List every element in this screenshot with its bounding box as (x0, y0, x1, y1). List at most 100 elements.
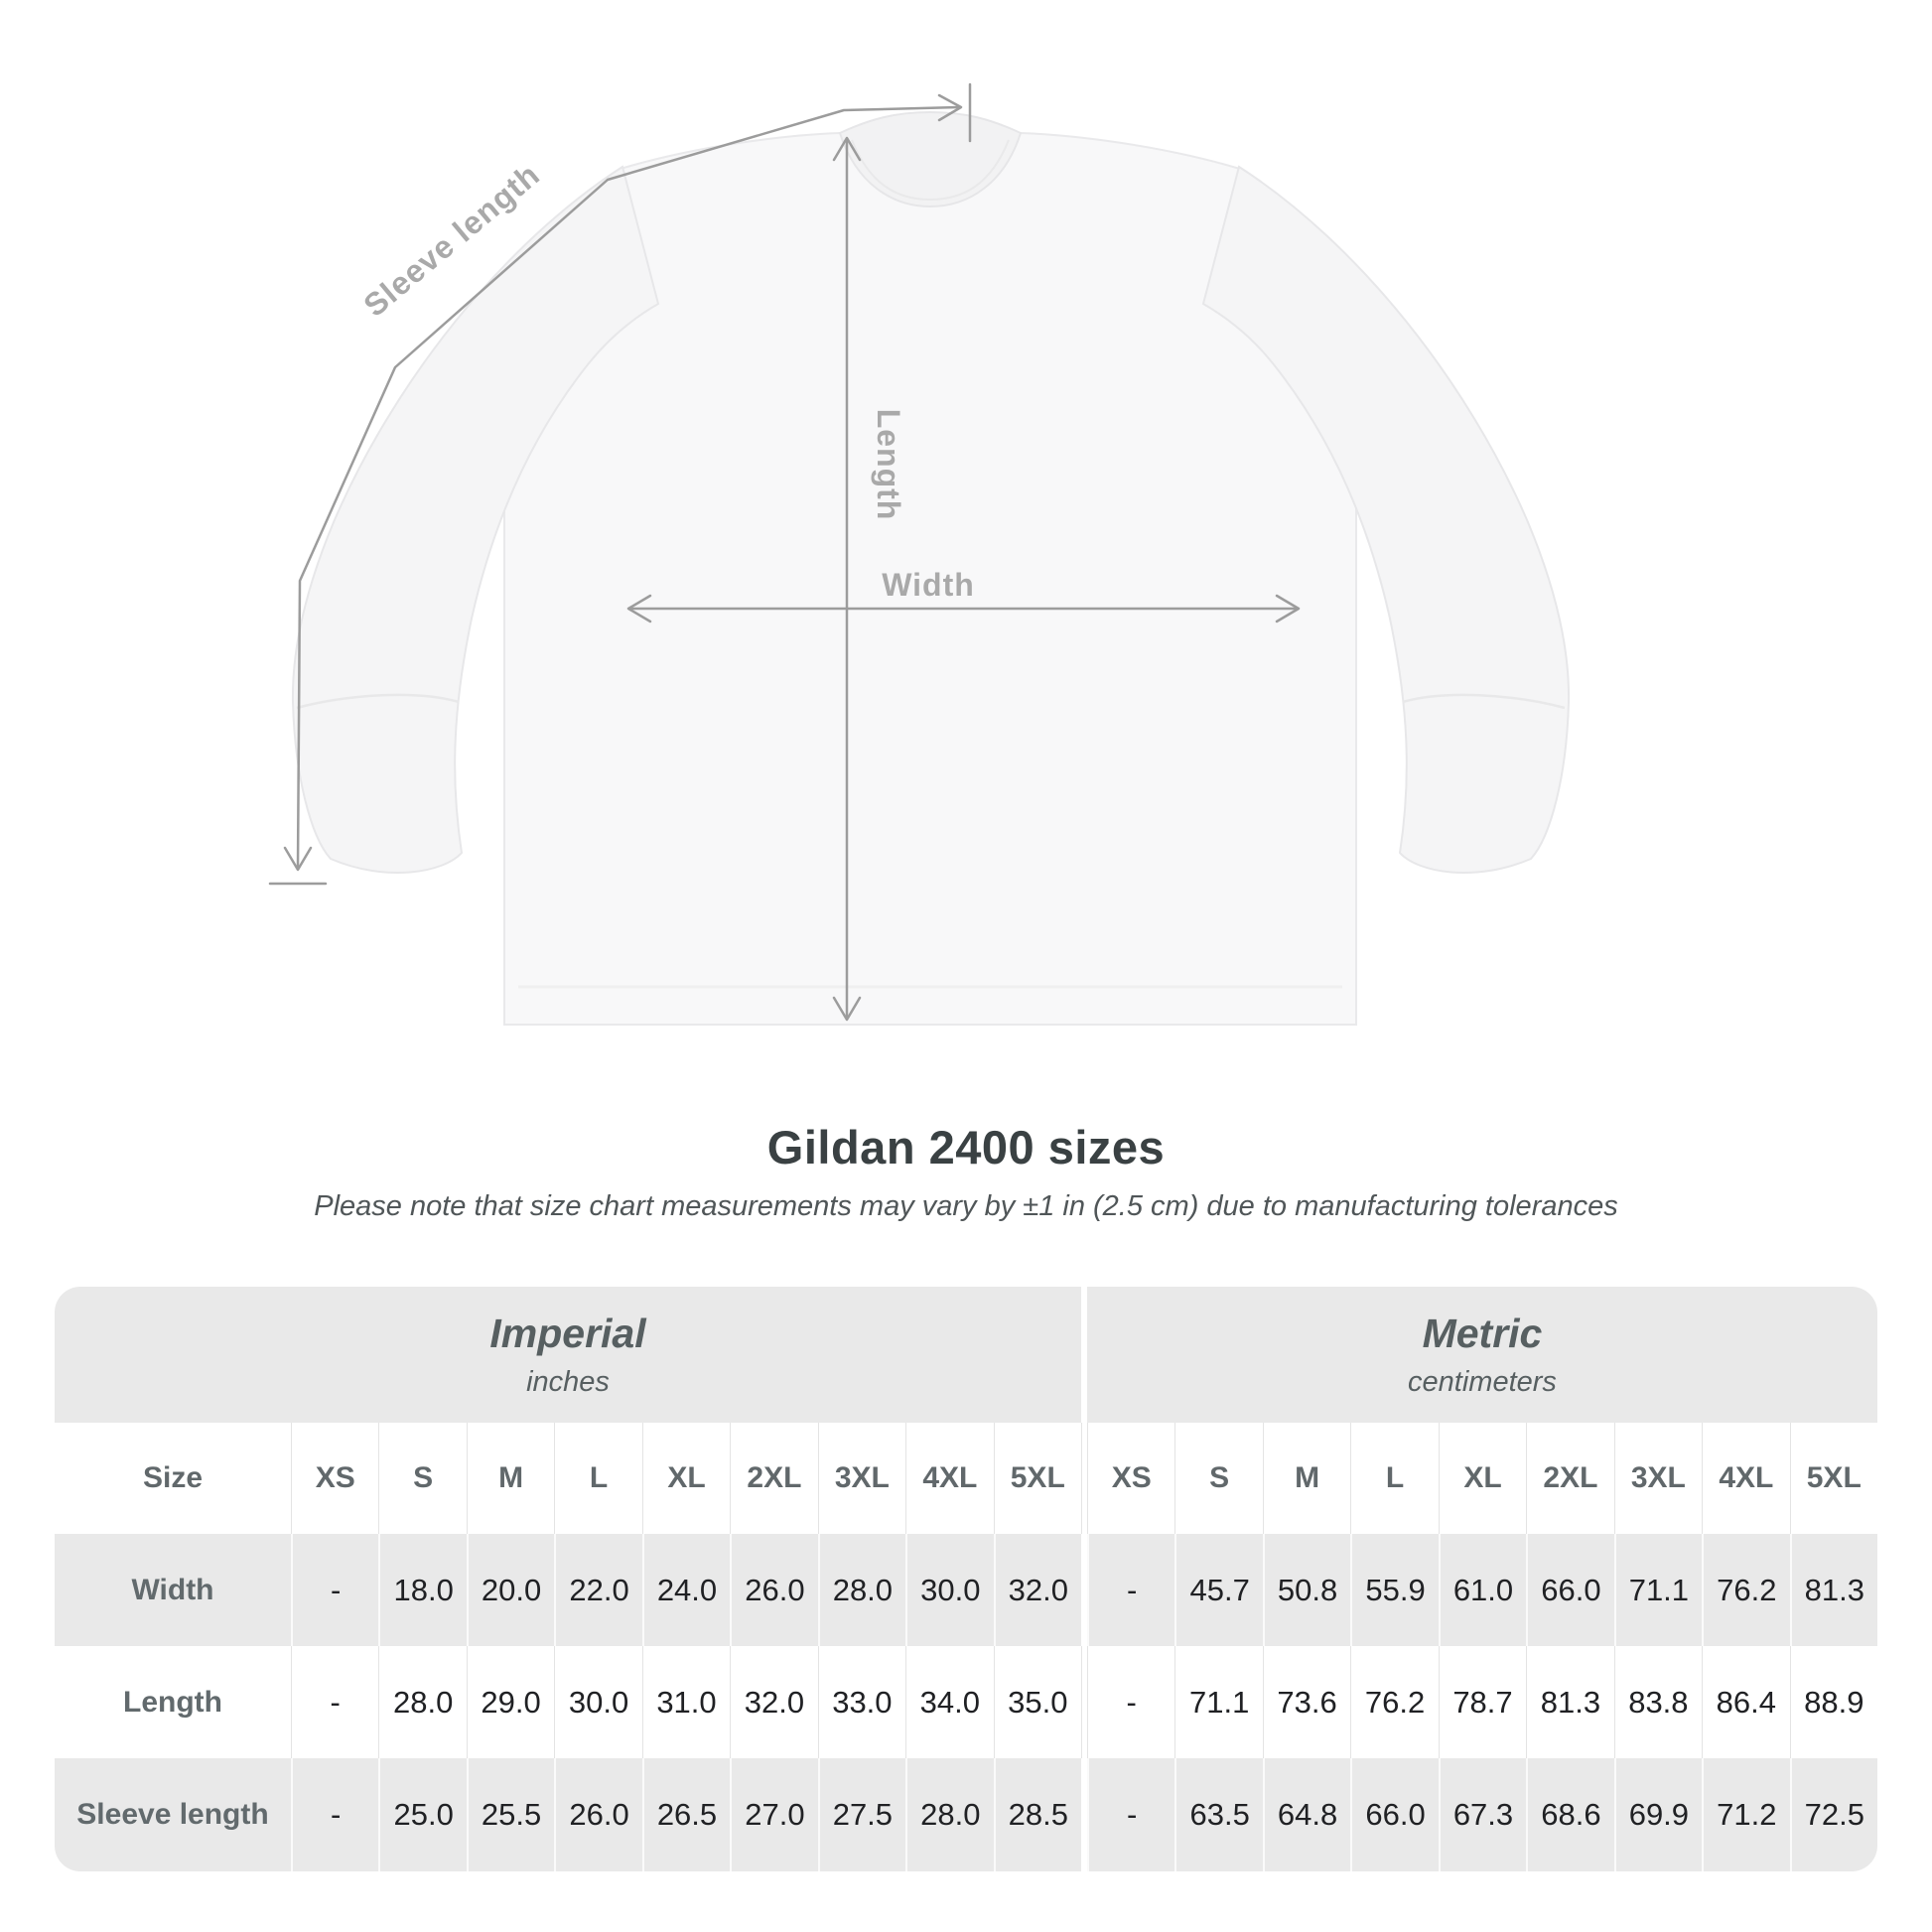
width-measure-arrow-right (1275, 594, 1301, 623)
width-value: 26.0 (730, 1534, 818, 1646)
size-col-header: 5XL (993, 1423, 1081, 1534)
sleeve-value: 26.0 (554, 1758, 642, 1871)
imperial-band-unit: inches (526, 1366, 610, 1398)
imperial-band: Imperial inches (55, 1287, 1081, 1423)
width-value: 45.7 (1174, 1534, 1263, 1646)
length-value: 28.0 (378, 1646, 467, 1758)
width-value: 18.0 (378, 1534, 467, 1646)
width-value: 24.0 (641, 1534, 731, 1646)
size-col-header: XS (291, 1423, 379, 1534)
sleeve-measure-arrow-right (937, 93, 963, 122)
length-measure-arrow-down (832, 996, 862, 1022)
width-value: 50.8 (1262, 1534, 1351, 1646)
length-measure-arrow-up (832, 136, 862, 162)
length-value: 78.7 (1438, 1646, 1527, 1758)
size-col-header: M (1262, 1423, 1351, 1534)
width-label: Width (882, 567, 975, 603)
size-col-header: XL (641, 1423, 731, 1534)
length-value: 30.0 (554, 1646, 642, 1758)
sleeve-measure-arrow-down (283, 846, 313, 872)
width-value: 20.0 (466, 1534, 555, 1646)
length-value: 76.2 (1350, 1646, 1439, 1758)
length-value: 81.3 (1526, 1646, 1614, 1758)
width-value: 61.0 (1438, 1534, 1527, 1646)
sleeve-value: 67.3 (1438, 1758, 1527, 1871)
shirt-collar (838, 110, 1023, 208)
metric-band-label: Metric (1422, 1311, 1543, 1356)
sleeve-value: 25.5 (466, 1758, 555, 1871)
length-value: - (291, 1646, 379, 1758)
width-value: 71.1 (1613, 1534, 1703, 1646)
width-value: 32.0 (993, 1534, 1081, 1646)
width-value: 76.2 (1702, 1534, 1790, 1646)
size-col-header: S (1174, 1423, 1263, 1534)
length-value: 32.0 (730, 1646, 818, 1758)
length-value: 73.6 (1262, 1646, 1351, 1758)
metric-band: Metric centimeters (1086, 1287, 1877, 1423)
sleeve-length-measure-line (296, 105, 961, 870)
row-label-sleeve-length: Sleeve length (55, 1758, 291, 1871)
unit-divider (1080, 1423, 1087, 1534)
size-col-header: 2XL (1526, 1423, 1614, 1534)
size-col-header: XS (1086, 1423, 1175, 1534)
size-col-header: 3XL (817, 1423, 906, 1534)
shirt-measurement-diagram: Sleeve length Length Width (268, 82, 1571, 1026)
sleeve-value: 68.6 (1526, 1758, 1614, 1871)
width-value: - (291, 1534, 379, 1646)
row-label-width: Width (55, 1534, 291, 1646)
left-cuff-seam (296, 693, 460, 710)
size-col-header: M (466, 1423, 555, 1534)
unit-band-divider (1080, 1287, 1087, 1423)
width-value: 55.9 (1350, 1534, 1439, 1646)
width-value: 28.0 (817, 1534, 906, 1646)
size-col-header: 3XL (1613, 1423, 1703, 1534)
size-col-header: L (554, 1423, 642, 1534)
sleeve-value: 27.5 (817, 1758, 906, 1871)
length-value: 34.0 (905, 1646, 994, 1758)
collar-inner-seam (851, 139, 1010, 202)
width-value: 81.3 (1789, 1534, 1877, 1646)
length-label: Length (871, 409, 906, 521)
imperial-band-label: Imperial (489, 1311, 646, 1356)
width-value: 30.0 (905, 1534, 994, 1646)
width-value: 66.0 (1526, 1534, 1614, 1646)
sleeve-value: 27.0 (730, 1758, 818, 1871)
sleeve-value: 26.5 (641, 1758, 731, 1871)
length-value: 33.0 (817, 1646, 906, 1758)
size-col-header: L (1350, 1423, 1439, 1534)
sleeve-value: 66.0 (1350, 1758, 1439, 1871)
width-value: - (1086, 1534, 1175, 1646)
sleeve-value: - (1086, 1758, 1175, 1871)
size-col-header: XL (1438, 1423, 1527, 1534)
table-corner-header: Size (55, 1423, 291, 1534)
sleeve-value: 28.0 (905, 1758, 994, 1871)
length-value: 86.4 (1702, 1646, 1790, 1758)
sleeve-value: 72.5 (1789, 1758, 1877, 1871)
sleeve-value: 63.5 (1174, 1758, 1263, 1871)
length-value: 31.0 (641, 1646, 731, 1758)
width-measure-arrow-left (626, 594, 652, 623)
length-value: 35.0 (993, 1646, 1081, 1758)
row-label-length: Length (55, 1646, 291, 1758)
length-value: - (1086, 1646, 1175, 1758)
right-cuff-seam (1402, 693, 1566, 710)
sleeve-value: 71.2 (1702, 1758, 1790, 1871)
sleeve-value: 69.9 (1613, 1758, 1703, 1871)
length-value: 88.9 (1789, 1646, 1877, 1758)
length-value: 29.0 (466, 1646, 555, 1758)
size-col-header: S (378, 1423, 467, 1534)
size-table: Imperial inches Metric centimeters Size … (55, 1287, 1877, 1871)
unit-divider (1080, 1646, 1087, 1758)
page-title: Gildan 2400 sizes (766, 1121, 1166, 1173)
sleeve-value: 64.8 (1262, 1758, 1351, 1871)
unit-divider (1080, 1534, 1087, 1646)
size-col-header: 2XL (730, 1423, 818, 1534)
sleeve-value: 25.0 (378, 1758, 467, 1871)
size-col-header: 5XL (1789, 1423, 1877, 1534)
tolerance-note: Please note that size chart measurements… (314, 1190, 1618, 1222)
sleeve-value: 28.5 (993, 1758, 1081, 1871)
sleeve-value: - (291, 1758, 379, 1871)
unit-divider (1080, 1758, 1087, 1871)
size-col-header: 4XL (1702, 1423, 1790, 1534)
